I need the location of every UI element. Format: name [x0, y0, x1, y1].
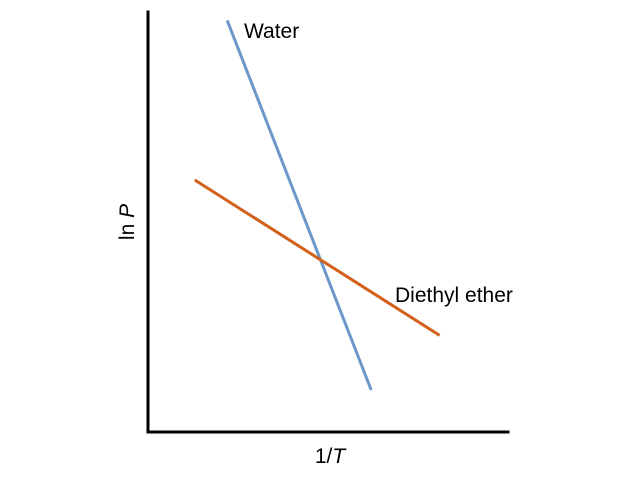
series-line-water — [225, 19, 373, 391]
x-axis-label: 1/T — [315, 445, 348, 468]
series-label-diethyl-ether: Diethyl ether — [395, 284, 513, 307]
x-axis-label-symbol: T — [332, 445, 347, 468]
series-layer — [193, 19, 441, 391]
y-axis-label-symbol: P — [116, 204, 139, 218]
y-axis-label-prefix: ln — [116, 218, 139, 240]
series-label-water: Water — [244, 20, 299, 43]
axes — [146, 10, 510, 434]
series-line-diethyl-ether — [193, 178, 441, 337]
x-axis-label-prefix: 1/ — [315, 445, 333, 468]
y-axis-label: ln P — [116, 204, 139, 240]
